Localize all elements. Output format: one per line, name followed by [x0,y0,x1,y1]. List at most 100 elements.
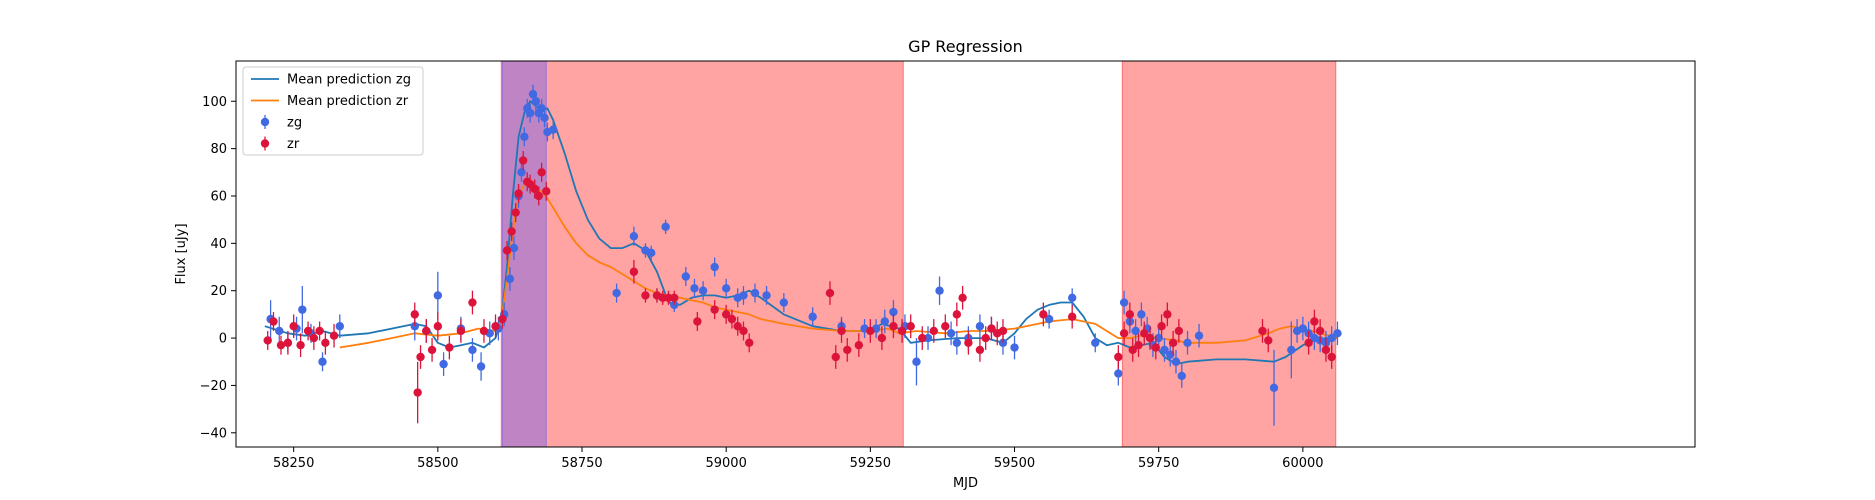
point-marker [263,336,272,345]
legend-swatch [260,139,270,148]
data-point-zr-11 [410,302,419,327]
point-marker [531,97,541,106]
data-point-zr-1 [269,312,278,331]
point-marker [479,326,489,336]
data-point-zg-48 [779,293,789,313]
plot-frame [235,60,1696,448]
legend-item-0: Mean prediction zg [251,73,411,88]
point-marker [721,310,731,319]
point-marker [1163,310,1172,319]
y-tick-label: 0 [219,332,227,347]
point-marker [1145,333,1155,343]
point-marker [514,189,523,198]
data-point-zr-14 [422,319,431,343]
point-marker [733,322,742,331]
y-tick-label: 100 [202,95,227,110]
data-point-zr-45 [739,321,748,341]
data-point-zg-56 [912,338,921,386]
data-point-zr-71 [1119,321,1129,346]
data-point-zg-84 [1287,321,1296,379]
data-point-zr-48 [831,345,840,369]
point-marker [825,288,835,298]
point-marker [739,291,748,300]
point-marker [1039,310,1048,319]
point-marker [964,338,973,348]
data-point-zr-80 [1168,330,1178,355]
data-point-zr-41 [710,300,719,320]
point-marker [1010,343,1019,352]
legend-swatch [260,117,270,127]
data-point-zr-77 [1151,335,1161,360]
data-point-zr-43 [727,309,737,329]
point-marker [889,322,898,331]
data-point-zg-45 [739,285,748,305]
legend-label: zg [287,116,302,131]
highlight-span-1 [500,60,904,448]
data-point-zg-41 [698,281,708,301]
data-point-zr-78 [1157,314,1166,339]
data-point-zr-3 [283,330,293,355]
point-marker [542,187,551,196]
point-marker [854,340,864,350]
data-point-zg-80 [1177,364,1186,388]
point-marker [1091,338,1100,348]
point-marker [750,288,760,298]
point-marker [906,322,915,331]
point-marker [1298,324,1308,333]
point-marker [537,104,546,113]
point-marker [518,156,528,165]
legend-label: Mean prediction zg [287,73,411,88]
data-point-zg-86 [1298,316,1308,341]
data-point-zr-22 [498,309,507,329]
point-marker [275,326,284,336]
data-point-zg-79 [1171,349,1181,374]
point-marker [843,345,852,355]
data-point-zr-73 [1128,338,1137,362]
data-point-zr-87 [1321,338,1331,362]
point-marker [289,322,298,331]
point-marker [1114,369,1123,378]
data-point-zr-55 [897,319,907,343]
data-point-zg-73 [1137,302,1146,327]
data-point-zr-18 [456,319,466,343]
data-point-zg-13 [468,338,477,362]
point-marker [866,326,875,336]
point-marker [422,326,431,336]
point-marker [413,388,422,397]
data-point-zr-84 [1304,330,1313,355]
data-point-zr-46 [745,333,754,353]
point-marker [745,338,754,348]
data-point-zr-13 [416,345,425,369]
data-point-zr-61 [958,285,967,310]
point-marker [670,293,679,303]
y-tick-label: −20 [200,379,227,394]
data-point-zr-31 [534,186,543,206]
legend-item-1: Mean prediction zr [251,94,409,109]
point-marker [877,333,887,343]
data-point-zg-35 [647,245,656,260]
data-point-zr-83 [1264,328,1273,353]
point-marker [283,338,293,348]
data-point-zg-83 [1269,349,1279,426]
data-point-zr-85 [1310,309,1319,334]
point-marker [762,291,771,300]
x-tick-label: 60000 [1282,456,1323,471]
data-point-zr-33 [542,181,551,201]
data-point-zr-75 [1140,321,1149,346]
data-point-zr-20 [479,319,489,343]
data-point-zr-35 [641,288,650,303]
data-point-zg-28 [537,98,546,118]
point-marker [540,113,549,123]
data-point-zr-72 [1125,302,1135,327]
point-marker [929,326,938,336]
point-marker [690,284,699,293]
data-point-zg-65 [1010,335,1019,360]
data-point-zg-1 [275,316,284,346]
point-marker [1287,345,1296,355]
point-marker [923,333,933,343]
x-tick-label: 59500 [994,456,1035,471]
data-point-zr-64 [981,326,990,350]
data-point-zg-47 [762,285,771,305]
data-point-zr-10 [329,323,339,348]
